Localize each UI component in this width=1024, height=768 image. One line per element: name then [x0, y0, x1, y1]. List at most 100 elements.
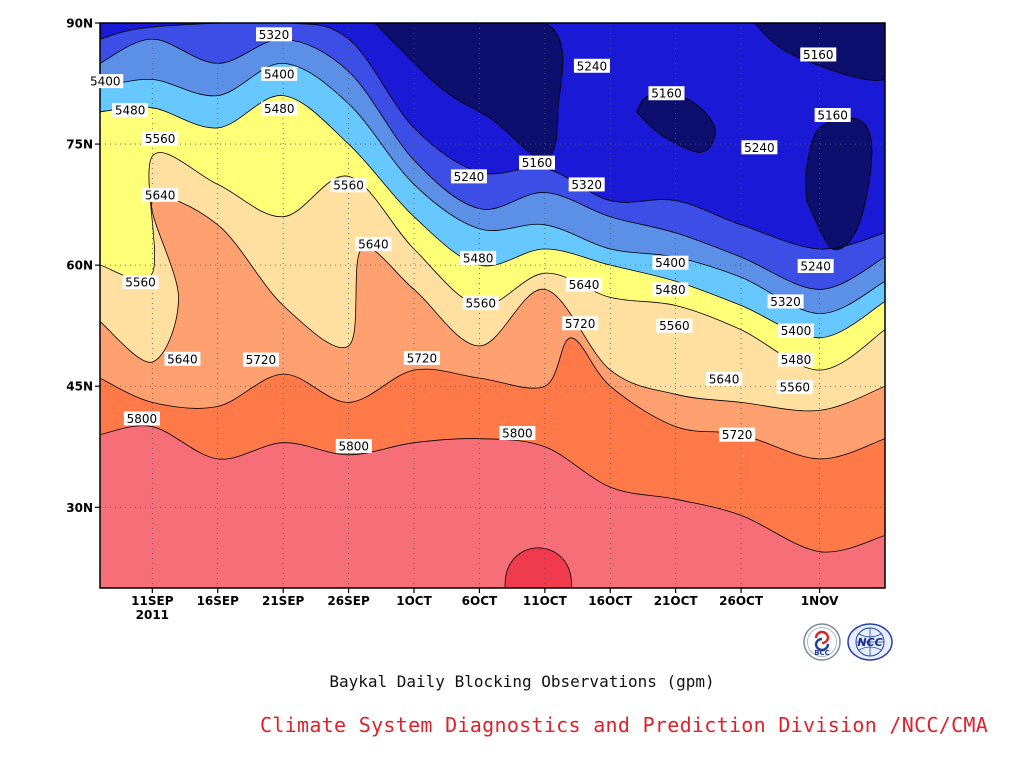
contour-label: 5480 [460, 250, 497, 265]
x-tick-label: 21SEP [262, 594, 305, 608]
contour-label: 5640 [142, 187, 179, 202]
contour-label: 5720 [562, 316, 599, 331]
contour-line-5560 [100, 152, 885, 371]
contour-label-text: 5560 [333, 179, 364, 193]
contour-label: 5560 [462, 296, 499, 311]
contour-label-text: 5560 [465, 297, 496, 311]
contour-label-text: 5640 [358, 238, 389, 252]
contour-label: 5560 [330, 178, 367, 193]
contour-label: 5240 [741, 140, 778, 155]
y-tick-label: 45N [66, 380, 93, 394]
contour-label: 5560 [656, 318, 693, 333]
contour-label: 5800 [123, 411, 160, 426]
x-tick-label: 26SEP [327, 594, 370, 608]
ncc-logo: NCC [846, 622, 894, 662]
ncc-logo-text: NCC [857, 636, 882, 649]
low-center-3 [805, 117, 873, 251]
contour-label-text: 5560 [659, 319, 690, 333]
y-tick-label: 90N [66, 17, 93, 31]
contour-label-text: 5160 [651, 87, 682, 101]
x-tick-label: 1NOV [801, 594, 839, 608]
contour-label-text: 5800 [339, 439, 370, 453]
bcc-logo-text: BCC [814, 649, 830, 657]
contour-label-text: 5640 [167, 352, 198, 366]
contour-label: 5720 [719, 427, 756, 442]
contour-label-text: 5320 [259, 28, 290, 42]
contour-label-text: 5160 [522, 156, 553, 170]
contour-label-text: 5560 [779, 381, 810, 395]
contour-label: 5160 [814, 108, 851, 123]
contour-label: 5560 [776, 380, 813, 395]
contour-label: 5240 [450, 169, 487, 184]
contour-label-text: 5160 [803, 48, 834, 62]
y-tick-label: 60N [66, 259, 93, 273]
contour-label-text: 5720 [246, 353, 277, 367]
contour-label-text: 5640 [569, 278, 600, 292]
contour-label: 5240 [797, 258, 834, 273]
contour-label-text: 5720 [407, 351, 438, 365]
contour-label: 5400 [261, 66, 298, 81]
contour-label: 5800 [335, 438, 372, 453]
x-tick-label: 26OCT [719, 594, 764, 608]
contour-label-text: 5480 [655, 283, 686, 297]
contour-label: 5720 [242, 352, 279, 367]
x-tick-label: 11OCT [523, 594, 568, 608]
contour-line-5480 [100, 95, 885, 339]
contour-line-5640 [100, 196, 885, 412]
contour-label-layer: 5320 5400 5400 5480 5480 5560 5560 5640 5640 5560… [87, 27, 851, 453]
contour-label-text: 5400 [781, 324, 812, 338]
plot-frame [99, 22, 886, 589]
x-tick-label: 16OCT [588, 594, 633, 608]
contour-fill-layer [100, 23, 885, 588]
contour-label: 5480 [112, 103, 149, 118]
contour-label-text: 5320 [770, 295, 801, 309]
contour-label: 5480 [778, 352, 815, 367]
chart-caption: Baykal Daily Blocking Observations (gpm) [329, 672, 715, 691]
contour-label-text: 5560 [145, 132, 176, 146]
contour-band-5160 [100, 23, 885, 250]
contour-label-text: 5240 [577, 59, 608, 73]
x-tick-sublabel: 2011 [136, 608, 169, 622]
contour-label-text: 5240 [454, 170, 485, 184]
contour-label: 5400 [778, 323, 815, 338]
contour-label: 5560 [122, 275, 159, 290]
contour-label: 5400 [87, 74, 124, 89]
contour-label-text: 5240 [800, 259, 831, 273]
credit-line: Climate System Diagnostics and Predictio… [260, 713, 989, 737]
contour-label-text: 5640 [709, 372, 740, 386]
contour-label: 5640 [355, 237, 392, 252]
contour-label-text: 5560 [125, 276, 156, 290]
contour-label: 5240 [573, 58, 610, 73]
y-tick-label: 30N [66, 501, 93, 515]
contour-label-text: 5800 [502, 427, 533, 441]
contour-label-text: 5480 [264, 102, 295, 116]
contour-label-text: 5480 [463, 251, 494, 265]
y-tick-label: 75N [66, 138, 93, 152]
contour-label: 5800 [499, 426, 536, 441]
contour-label: 5560 [142, 131, 179, 146]
contour-label-text: 5320 [571, 178, 602, 192]
contour-label: 5720 [403, 350, 440, 365]
contour-label: 5160 [800, 47, 837, 62]
contour-label: 5480 [261, 101, 298, 116]
contour-label: 5480 [652, 282, 689, 297]
x-tick-label: 11SEP [131, 594, 174, 608]
contour-label: 5160 [518, 155, 555, 170]
contour-line-5240 [100, 23, 885, 250]
contour-label: 5320 [256, 27, 293, 42]
contour-label: 5320 [767, 294, 804, 309]
contour-label: 5400 [652, 255, 689, 270]
contour-label: 5320 [568, 177, 605, 192]
contour-label: 5640 [706, 371, 743, 386]
contour-label-text: 5400 [90, 75, 121, 89]
contour-label-text: 5400 [655, 256, 686, 270]
bcc-logo: BCC [802, 622, 842, 662]
contour-label-text: 5400 [264, 67, 295, 81]
contour-label: 5160 [648, 86, 685, 101]
contour-label-text: 5640 [145, 188, 176, 202]
contour-label-text: 5720 [565, 317, 596, 331]
contour-label: 5640 [164, 351, 201, 366]
contour-label-text: 5160 [817, 109, 848, 123]
low-center-1 [374, 23, 564, 161]
